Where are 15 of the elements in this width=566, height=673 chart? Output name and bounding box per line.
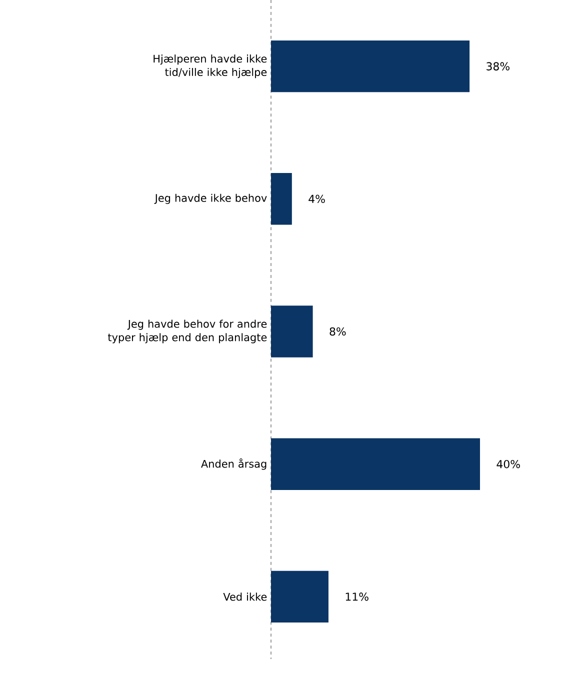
data-label: 38%	[486, 62, 510, 70]
y-tick-label: Anden årsag	[201, 458, 266, 470]
y-tick-label: Ved ikke	[223, 592, 267, 601]
y-tick-label: Jeg havde ikke behov	[154, 194, 267, 204]
bar	[271, 173, 292, 225]
bar	[271, 40, 470, 92]
bar	[271, 306, 313, 358]
data-label: 4%	[308, 194, 325, 204]
y-tick-label: Hjælperen havde ikke tid/ville ikke hjælpe	[154, 54, 267, 78]
bar	[271, 438, 480, 490]
data-label: 40%	[496, 460, 520, 468]
data-label: 8%	[330, 327, 346, 336]
y-tick-label: Jeg havde behov for andre typer hjælp end den planlagte	[108, 320, 267, 344]
data-label: 11%	[346, 592, 368, 601]
bar	[271, 570, 328, 623]
